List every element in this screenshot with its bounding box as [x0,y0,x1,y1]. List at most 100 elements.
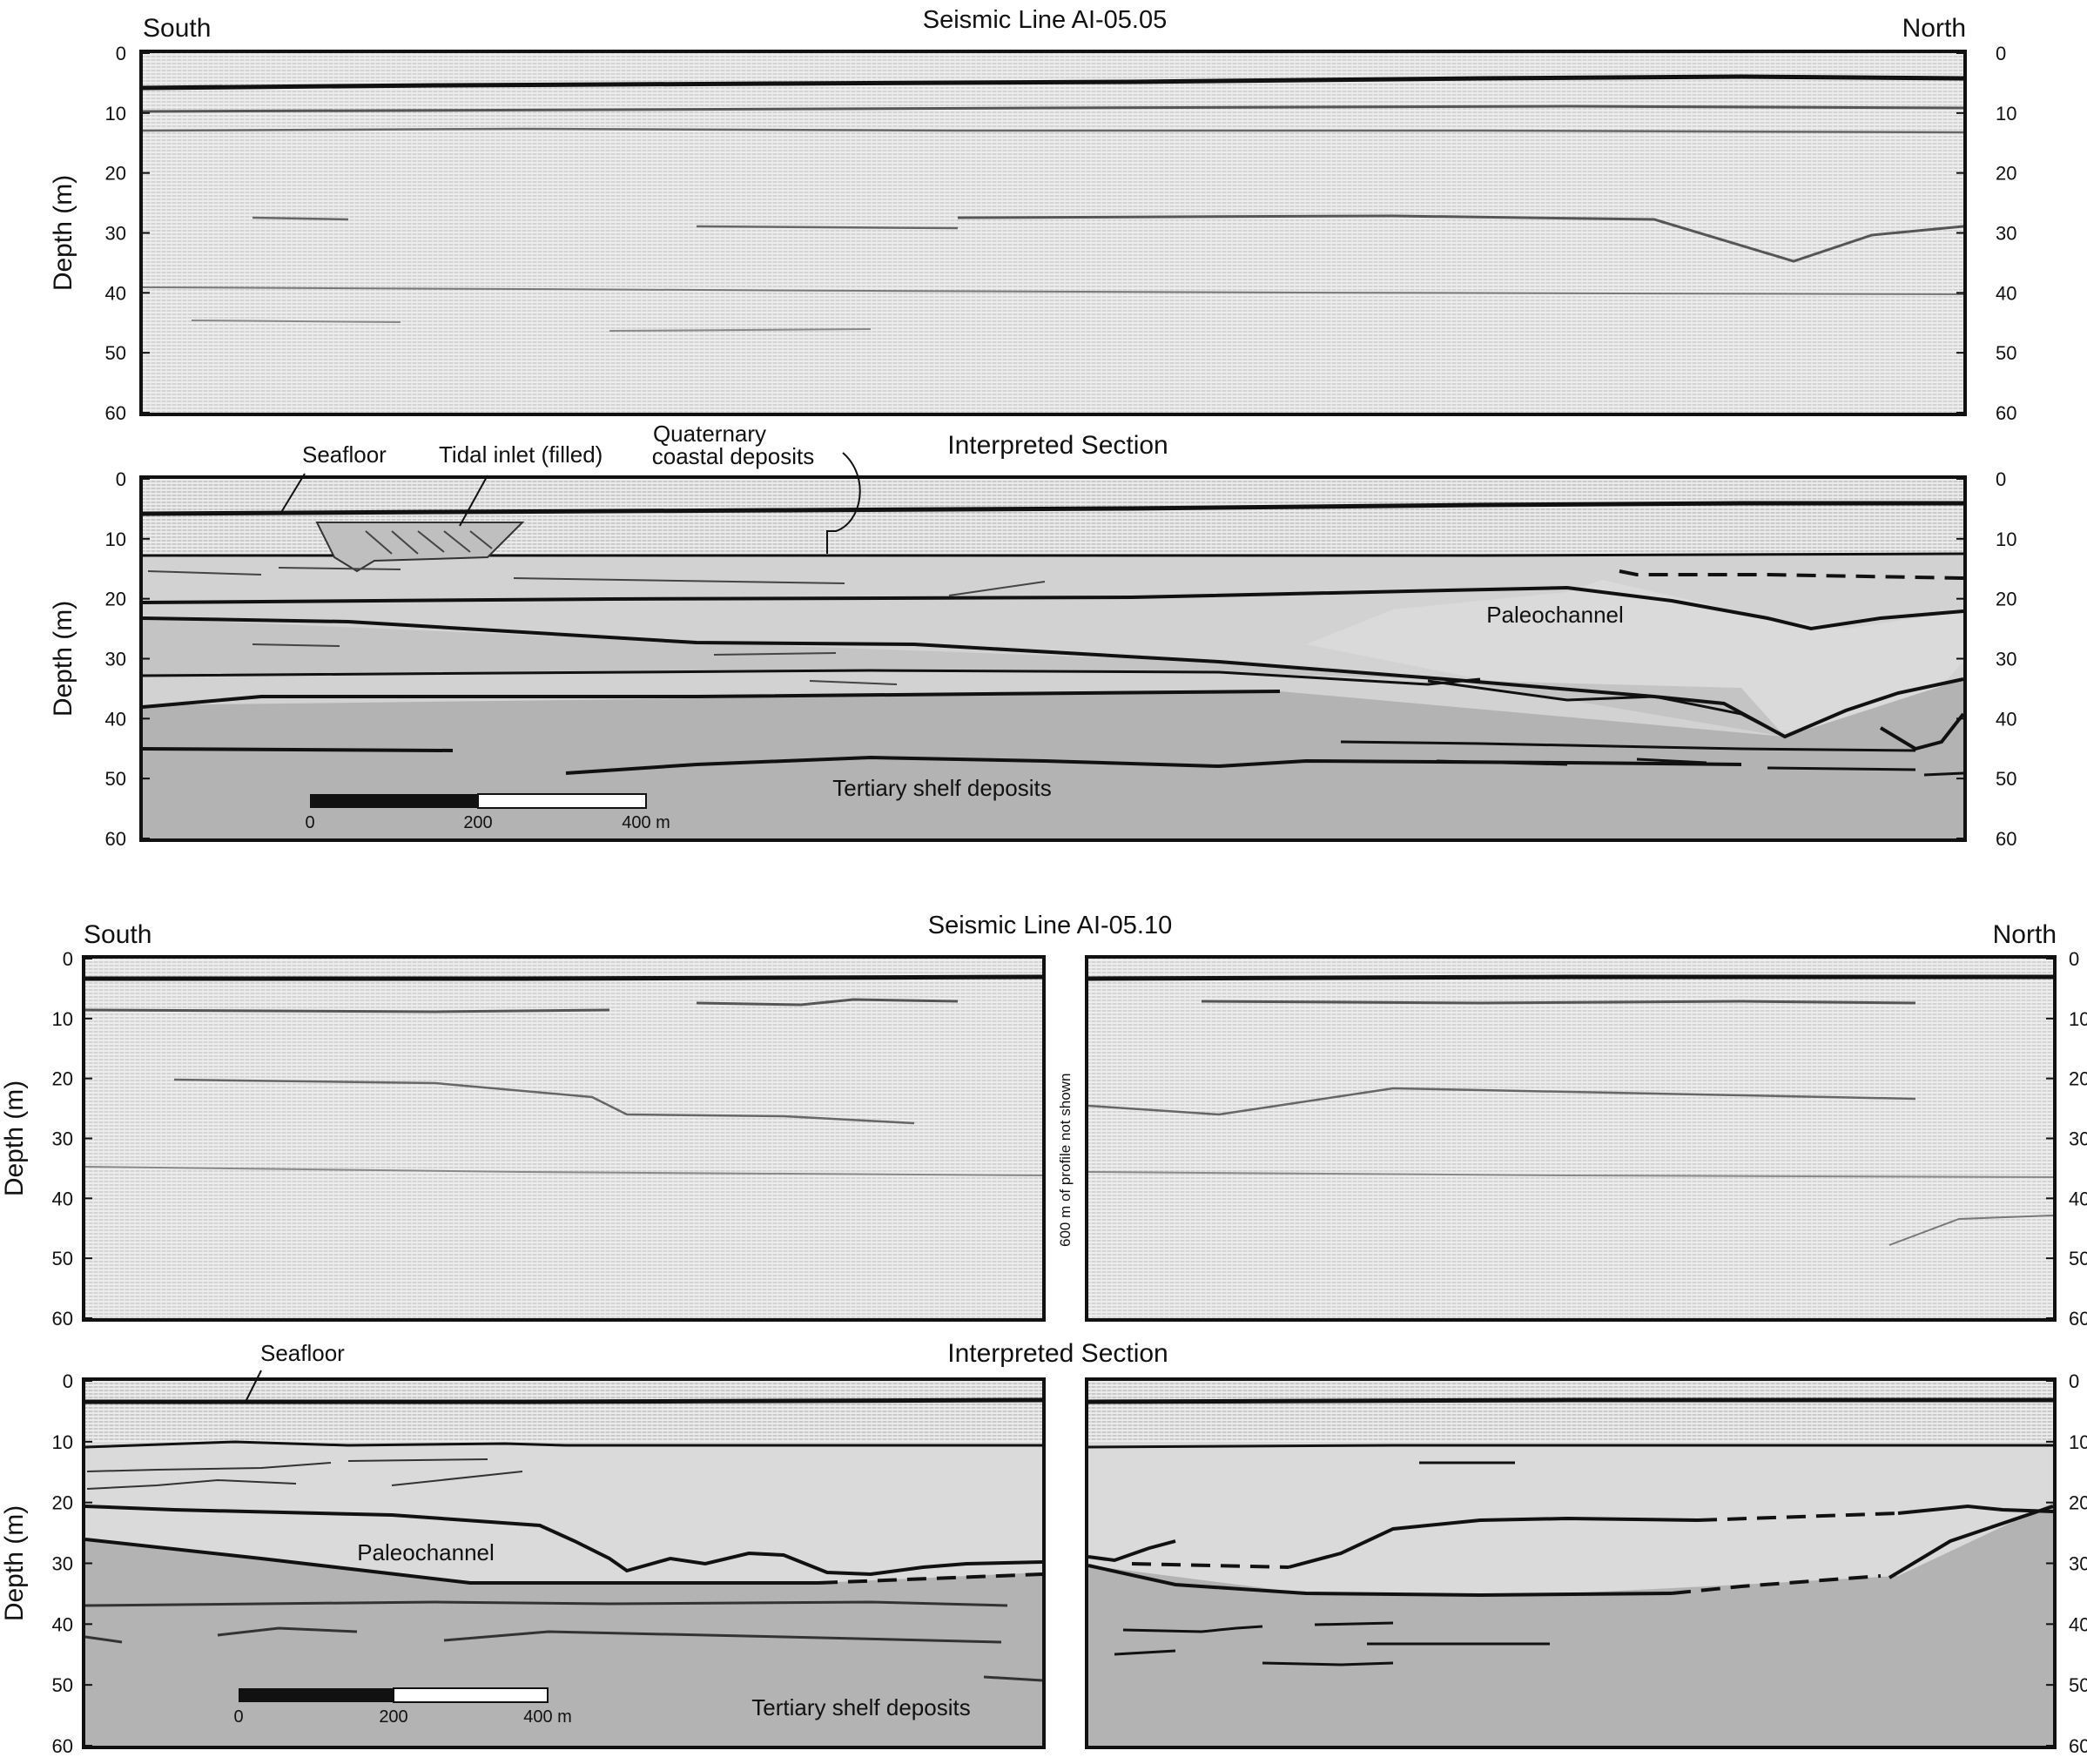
depth-tick-label: 20 [52,1492,73,1514]
depth-tick-label: 50 [105,342,126,364]
depth-tick-label: 40 [52,1613,73,1635]
depth-tick-label: 60 [1996,402,2016,424]
depth-tick-label: 0 [63,948,73,970]
line2-north-label: North [1993,920,2057,949]
line2-interpreted-section: Interpreted Section Seafloor Paleochanne… [82,1339,2057,1749]
line2-raw-reflector [84,998,959,1013]
line1-raw-reflector [142,127,1964,134]
line2-south-label: South [84,920,151,949]
scale-bar-white [393,1687,549,1703]
depth-tick-label: 10 [105,103,126,125]
depth-tick-label: 30 [52,1128,73,1150]
depth-tick-label: 50 [52,1248,73,1269]
scale-bar-white [477,793,647,809]
line1-title: Seismic Line AI-05.05 [923,6,1167,34]
depth-tick-label: 0 [2069,1370,2079,1392]
line1-quaternary-leader [826,452,861,554]
line1-paleochannel-annotation: Paleochannel [1486,602,1624,628]
depth-tick-label: 40 [2069,1613,2087,1635]
scale-label-0: 0 [233,1707,243,1727]
line2-scale-bar: 0 200 400 m [233,1687,572,1727]
line2-paleochannel-annotation: Paleochannel [357,1539,495,1565]
line2-tertiary-horizons-right [1114,1621,1550,1666]
line2-tertiary-horizon-left [84,1626,1043,1682]
line1-raw-reflector [142,286,1964,295]
line2-seafloor-leader [245,1370,262,1403]
depth-tick-label: 60 [2069,1308,2087,1330]
line1-scale-bar: 0 200 400 m [305,793,670,832]
line2-paleochannel-base-left [84,1538,818,1585]
line2-raw-texture-left [85,959,1042,1318]
depth-tick-label: 30 [105,223,126,245]
line2-gap-note: 600 m of profile not shown [1057,1074,1074,1247]
line1-tertiary-annotation: Tertiary shelf deposits [832,775,1051,801]
depth-tick-label: 10 [52,1431,73,1453]
line2-dashed-horizon-right [1131,1512,1899,1569]
line2-paleochannel-top-right [1087,1516,1699,1569]
depth-tick-label: 0 [116,43,126,64]
line2-tertiary-top-right [1888,1505,2054,1579]
depth-tick-label: 30 [1996,223,2016,245]
depth-tick-label: 30 [2069,1553,2087,1575]
depth-tick-label: 20 [105,589,126,610]
depth-tick-label: 0 [1996,43,2006,64]
line2-raw-seafloor-left [85,974,1043,981]
depth-tick-label: 10 [2069,1431,2087,1453]
depth-tick-label: 10 [1996,529,2016,550]
line1-thin-reflectors [147,567,1046,685]
line1-north-label: North [1902,14,1966,43]
depth-tick-label: 20 [1996,163,2016,185]
line2-raw-texture-right [1088,959,2053,1318]
depth-tick-label: 40 [105,282,126,304]
line2-upper-right-horizon [1897,1504,2054,1515]
line2-title: Seismic Line AI-05.10 [928,912,1172,939]
line1-tidal-inlet-foresets [365,530,493,555]
depth-tick-label: 30 [1996,649,2016,670]
line1-raw-reflector [191,320,872,332]
line1-raw-section: Seismic Line AI-05.05 South North [139,6,1967,416]
depth-axes: 0 0 10 10 20 20 30 30 40 40 50 50 60 60 Depth (m) 0 0 10 1… [0,43,2087,1757]
depth-tick-label: 50 [2069,1248,2087,1269]
scale-label-200: 200 [463,813,492,832]
line2-raw-reflector [173,1078,915,1125]
depth-tick-label: 10 [1996,103,2016,125]
depth-tick-label: 40 [1996,708,2016,730]
line2-interp-tertiary-right [1088,1503,2053,1746]
scale-label-400: 400 m [523,1707,572,1727]
line2-raw-seafloor-right [1087,974,2053,981]
depth-axis-title: Depth (m) [0,1081,29,1196]
depth-tick-label: 20 [1996,589,2016,610]
line2-raw-reflector [84,1166,2054,1178]
depth-tick-label: 20 [2069,1492,2087,1514]
depth-tick-label: 30 [2069,1128,2087,1150]
line2-raw-reflector [1201,1000,1916,1005]
line1-quaternary-annotation-2: coastal deposits [652,443,814,469]
line1-seafloor-leader [279,473,306,515]
depth-tick-label: 60 [52,1308,73,1330]
depth-tick-label: 60 [2069,1735,2087,1757]
depth-axis-title: Depth (m) [49,601,77,717]
line2-seafloor-left [85,1397,1043,1404]
depth-tick-label: 50 [1996,342,2016,364]
depth-tick-label: 20 [105,163,126,185]
depth-tick-label: 20 [2069,1068,2087,1090]
line2-dashed-horizon-right-2 [1671,1574,1882,1595]
line1-intra-horizon [142,690,1281,709]
line2-raw-reflector [1087,1087,1916,1116]
line2-dashed-horizon-left [818,1572,1043,1585]
line1-tertiary-horizon [1879,712,1965,751]
line2-tertiary-annotation: Tertiary shelf deposits [751,1694,970,1720]
line1-seafloor-horizon [142,501,1963,516]
line2-seafloor-right [1087,1397,2053,1404]
line1-quaternary-base-horizon [143,552,1964,557]
depth-tick-label: 50 [1996,768,2016,790]
line2-seafloor-annotation: Seafloor [260,1340,345,1366]
depth-tick-label: 10 [105,529,126,550]
line1-raw-seafloor-reflector [142,74,1964,91]
depth-tick-label: 30 [105,649,126,670]
depth-tick-label: 0 [1996,468,2006,490]
line1-tidal-inlet-fill [315,522,525,573]
scale-bar-black [310,794,478,808]
scale-label-200: 200 [379,1707,407,1727]
scale-label-0: 0 [305,813,314,832]
